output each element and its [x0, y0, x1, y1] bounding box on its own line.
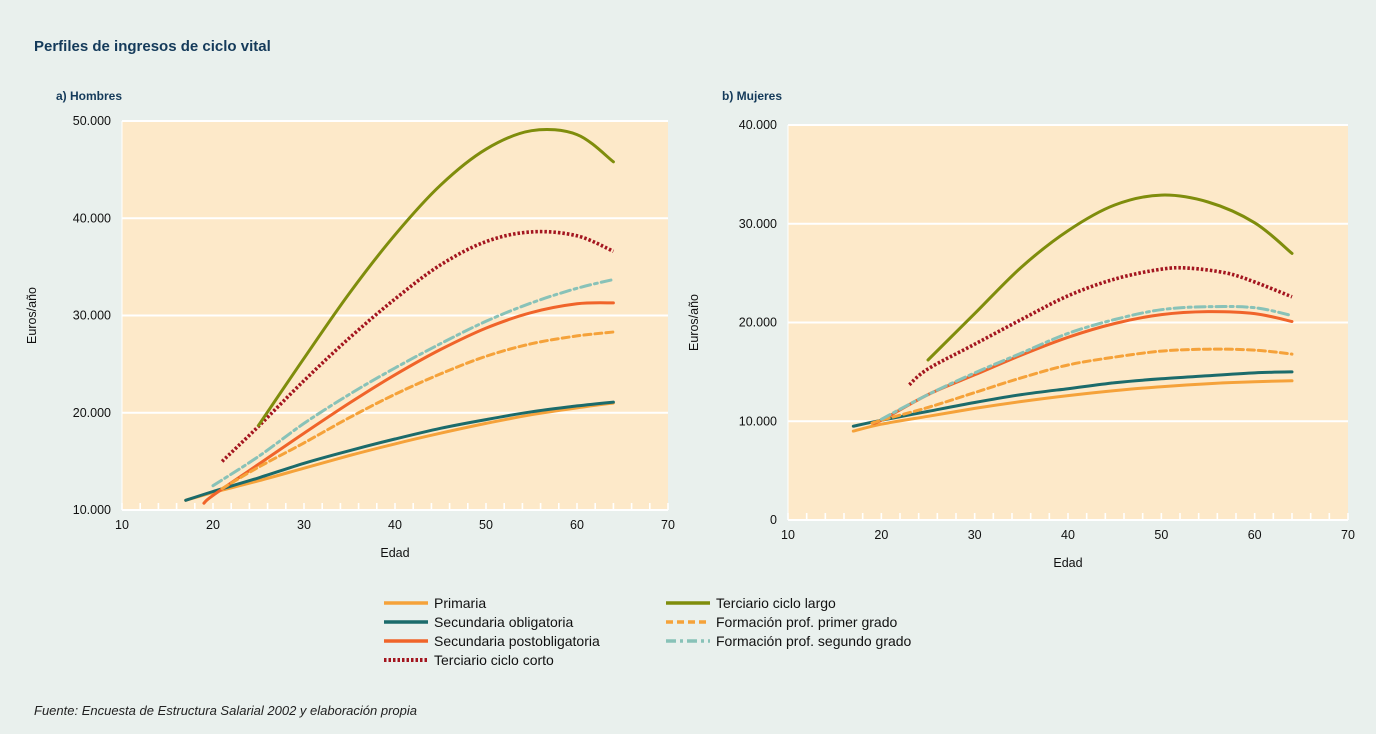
legend-item-fp-primer-grado: Formación prof. primer grado: [666, 613, 966, 630]
series-line-formaci-n-prof-primer-grado: [220, 330, 615, 491]
legend-label: Formación prof. primer grado: [716, 613, 898, 630]
y-tick-label: 40.000: [73, 211, 111, 225]
y-axis-label: Euros/año: [687, 294, 701, 351]
legend-swatch: [384, 619, 428, 624]
legend-label: Formación prof. segundo grado: [716, 632, 912, 649]
x-tick-label: 70: [661, 518, 675, 532]
x-tick-label: 50: [1154, 528, 1168, 542]
legend-label: Secundaria obligatoria: [434, 613, 574, 630]
panel-hombres: a) Hombres 10.000 20.000 30.000 40.000 50.000…: [25, 89, 675, 560]
x-axis-label: Edad: [1053, 556, 1082, 570]
legend-label: Terciario ciclo largo: [716, 594, 836, 611]
legend-item-secundaria-postobligatoria: Secundaria postobligatoria: [384, 632, 666, 649]
legend-swatch: [666, 638, 710, 643]
series-line-secundaria-obligatoria: [851, 370, 1294, 428]
series-line-formaci-n-prof-segundo-grado: [211, 278, 615, 488]
legend-swatch: [384, 638, 428, 643]
series-line-terciario-ciclo-corto: [220, 229, 615, 463]
x-tick-label: 30: [968, 528, 982, 542]
x-tick-label: 70: [1341, 528, 1355, 542]
x-tick-label: 60: [1248, 528, 1262, 542]
x-tick-label: 20: [874, 528, 888, 542]
panel-title: b) Mujeres: [722, 89, 782, 103]
x-tick-label: 10: [115, 518, 129, 532]
x-axis-label: Edad: [380, 546, 409, 560]
legend-item-terciario-largo: Terciario ciclo largo: [666, 594, 966, 611]
y-tick-label: 20.000: [739, 316, 777, 330]
x-tick-label: 10: [781, 528, 795, 542]
page-title: Perfiles de ingresos de ciclo vital: [34, 38, 271, 55]
y-tick-label: 10.000: [73, 503, 111, 517]
y-tick-label: 30.000: [73, 309, 111, 323]
legend-item-secundaria-obligatoria: Secundaria obligatoria: [384, 613, 666, 630]
series-line-formaci-n-prof-segundo-grado: [879, 304, 1294, 421]
x-tick-label: 40: [388, 518, 402, 532]
y-tick-label: 10.000: [739, 414, 777, 428]
legend-label: Secundaria postobligatoria: [434, 632, 600, 649]
series-line-formaci-n-prof-primer-grado: [870, 347, 1294, 425]
x-tick-label: 30: [297, 518, 311, 532]
x-tick-label: 20: [206, 518, 220, 532]
legend-item-primaria: Primaria: [384, 594, 666, 611]
x-tick-label: 50: [479, 518, 493, 532]
source-note: Fuente: Encuesta de Estructura Salarial …: [34, 703, 418, 718]
series-line-primaria: [851, 379, 1294, 433]
series-line-terciario-ciclo-largo: [926, 193, 1294, 362]
legend-item-terciario-corto: Terciario ciclo corto: [384, 651, 666, 668]
legend-swatch: [666, 600, 710, 605]
y-tick-label: 50.000: [73, 114, 111, 128]
series-line-secundaria-obligatoria: [184, 400, 615, 502]
legend-swatch: [384, 657, 428, 662]
y-axis-label: Euros/año: [25, 287, 39, 344]
legend-label: Primaria: [434, 594, 487, 611]
x-tick-label: 40: [1061, 528, 1075, 542]
legend-swatch: [666, 619, 710, 624]
series-line-terciario-ciclo-largo: [257, 128, 615, 427]
legend: Primaria Terciario ciclo largo Secundari…: [384, 594, 966, 668]
legend-item-fp-segundo-grado: Formación prof. segundo grado: [666, 632, 966, 649]
y-tick-label: 40.000: [739, 118, 777, 132]
panel-mujeres: b) Mujeres 0 10.000 20.000 30.000 40.000 10 20 3…: [687, 89, 1355, 570]
y-tick-label: 20.000: [73, 406, 111, 420]
legend-label: Terciario ciclo corto: [434, 651, 554, 668]
panel-title: a) Hombres: [56, 89, 122, 103]
series-line-primaria: [184, 401, 615, 502]
x-tick-label: 60: [570, 518, 584, 532]
y-tick-label: 30.000: [739, 217, 777, 231]
y-tick-label: 0: [770, 513, 777, 527]
legend-swatch: [384, 600, 428, 605]
